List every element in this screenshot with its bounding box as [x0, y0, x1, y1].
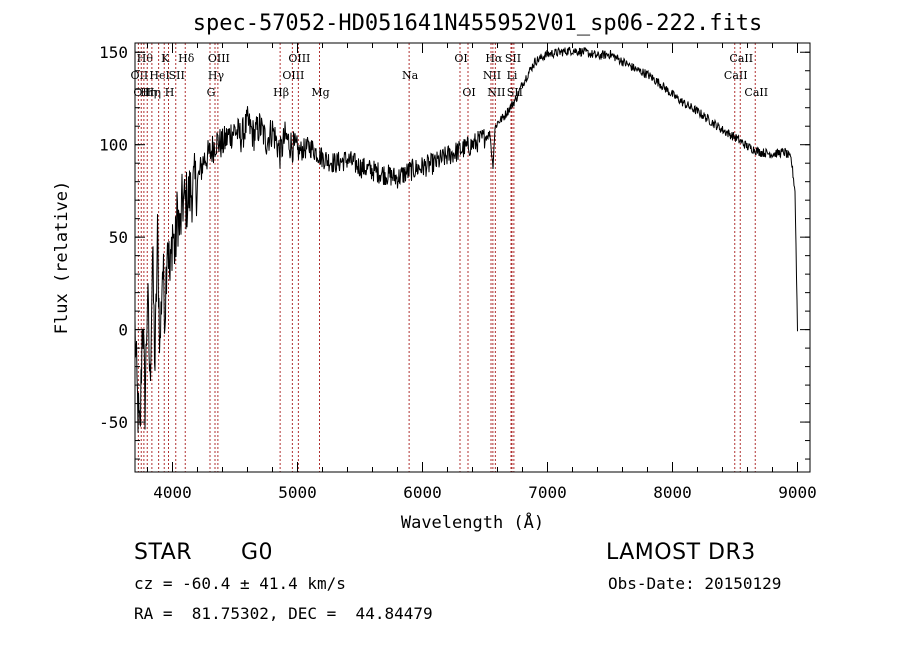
redshift-text: cz = -60.4 ± 41.4 km/s — [134, 574, 346, 593]
spectral-line-label: G — [207, 86, 216, 99]
x-tick-label: 4000 — [153, 483, 192, 502]
spectral-line-label: OI — [462, 86, 475, 99]
spectral-line-label: H — [165, 86, 175, 99]
spectral-line-label: CaII — [729, 52, 753, 65]
y-tick-label: 100 — [99, 136, 128, 155]
y-tick-label: -50 — [99, 413, 128, 432]
spectral-line-label: Hθ — [137, 52, 154, 65]
spectral-line-label: CaII — [744, 86, 768, 99]
spectral-line-label: SII — [505, 52, 521, 65]
spectrum-line — [134, 46, 798, 433]
spectral-line-label: OI — [454, 52, 467, 65]
chart-title: spec-57052-HD051641N455952V01_sp06-222.f… — [193, 11, 763, 36]
spectral-line-label: K — [161, 52, 170, 65]
spectral-line-label: OIII — [208, 52, 230, 65]
y-tick-label: 150 — [99, 43, 128, 62]
x-axis-label: Wavelength (Å) — [401, 511, 544, 533]
spectral-line-label: NII — [483, 69, 501, 82]
spectral-line-label: CaII — [724, 69, 748, 82]
spectral-line-label: Hη — [145, 86, 161, 99]
spectral-line-label: Hγ — [208, 69, 225, 82]
x-tick-label: 7000 — [528, 483, 567, 502]
obs-date: Obs-Date: 20150129 — [608, 574, 782, 593]
spectral-line-label: Hδ — [178, 52, 195, 65]
plot-frame — [134, 42, 811, 473]
spectral-line-label: Hα — [485, 52, 503, 65]
spectral-line-label: Mg — [311, 86, 329, 99]
y-tick-label: 0 — [118, 321, 128, 340]
spectral-line-label: HeI — [149, 69, 169, 82]
survey-name: LAMOST DR3 — [606, 540, 756, 565]
spectral-line-label: Na — [402, 69, 419, 82]
x-tick-label: 9000 — [778, 483, 817, 502]
object-class: STAR — [134, 540, 193, 565]
coordinates-text: RA = 81.75302, DEC = 44.84479 — [134, 604, 433, 623]
x-tick-label: 5000 — [278, 483, 317, 502]
y-tick-label: 50 — [109, 228, 128, 247]
x-tick-label: 6000 — [403, 483, 442, 502]
spectral-line-label: OIII — [282, 69, 304, 82]
spectral-line-label: OIII — [288, 52, 310, 65]
spectral-line-label: SII — [169, 69, 185, 82]
y-axis-label: Flux (relative) — [52, 181, 72, 335]
spectral-line-label: Hβ — [273, 86, 289, 99]
spectral-line-label: NII — [487, 86, 505, 99]
spectral-subclass: G0 — [241, 540, 274, 565]
x-tick-label: 8000 — [653, 483, 692, 502]
